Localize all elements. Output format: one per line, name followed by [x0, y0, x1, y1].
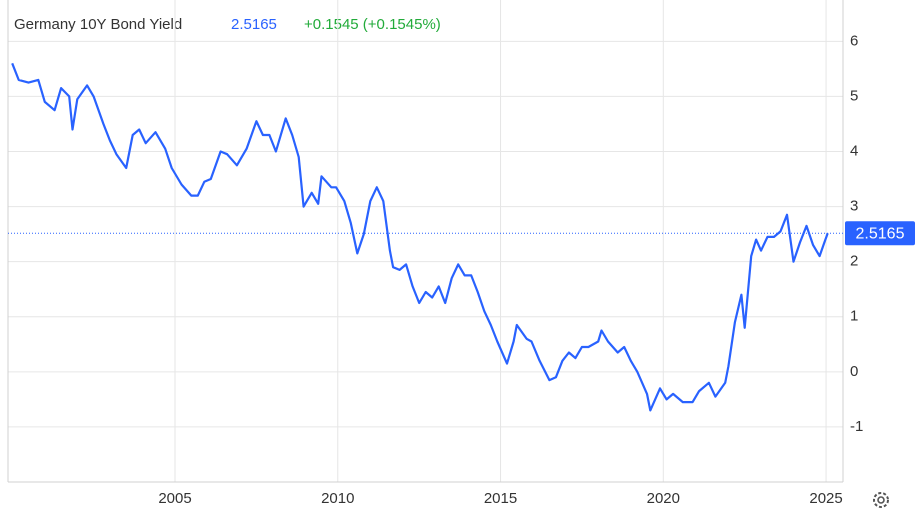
x-tick-label: 2020	[647, 490, 680, 507]
y-tick-label: -1	[850, 418, 863, 435]
y-tick-label: 0	[850, 363, 858, 380]
chart-title: Germany 10Y Bond Yield	[14, 16, 182, 33]
line-series	[11, 62, 829, 412]
y-tick-label: 2	[850, 253, 858, 270]
last-value-box	[845, 221, 915, 246]
gear-teeth	[873, 492, 889, 508]
y-tick-label: 1	[850, 308, 858, 325]
x-tick-label: 2025	[809, 490, 842, 507]
y-tick-label: 5	[850, 87, 858, 104]
x-tick-label: 2005	[158, 490, 191, 507]
last-value: 2.5165	[231, 16, 277, 33]
y-tick-label: 6	[850, 32, 858, 49]
settings-icon[interactable]	[873, 492, 889, 508]
x-tick-label: 2010	[321, 490, 354, 507]
x-tick-label: 2015	[484, 490, 517, 507]
y-tick-label: 4	[850, 142, 858, 159]
last-value-label: 2.5165	[856, 225, 905, 242]
gear-hub	[877, 496, 885, 504]
change: +0.1545 (+0.1545%)	[304, 16, 441, 33]
y-tick-label: 3	[850, 198, 858, 215]
